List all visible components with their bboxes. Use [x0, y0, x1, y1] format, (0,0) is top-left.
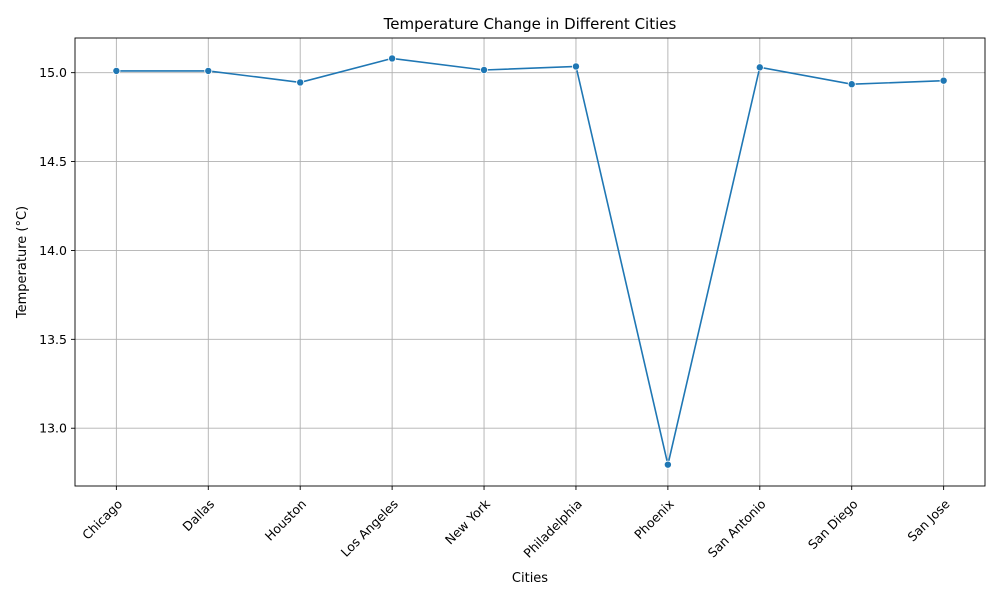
y-tick-label: 15.0 [39, 65, 67, 80]
x-tick-label: Phoenix [631, 496, 677, 542]
data-point [480, 66, 489, 75]
data-point [847, 80, 856, 89]
data-point [571, 62, 580, 71]
y-tick-label: 14.0 [39, 243, 67, 258]
grid [75, 38, 985, 486]
x-tick-label: Philadelphia [520, 496, 584, 560]
y-axis-label: Temperature (°C) [15, 206, 30, 319]
x-axis: Chicago Dallas Houston Los Angeles New York P… [79, 486, 953, 561]
data-point [388, 54, 397, 63]
y-tick-label: 14.5 [39, 154, 67, 169]
data-point [939, 76, 948, 85]
y-tick-label: 13.5 [39, 332, 67, 347]
data-point [204, 66, 213, 75]
y-tick-label: 13.0 [39, 421, 67, 436]
x-tick-label: Chicago [79, 496, 125, 542]
chart-title: Temperature Change in Different Cities [383, 15, 677, 33]
x-tick-label: Los Angeles [338, 496, 401, 559]
x-tick-label: Houston [262, 496, 309, 543]
x-tick-label: San Jose [904, 496, 952, 544]
x-tick-label: New York [442, 496, 494, 548]
series [112, 54, 948, 469]
y-axis: 13.0 13.5 14.0 14.5 15.0 [39, 65, 75, 436]
x-tick-label: San Antonio [705, 496, 769, 560]
plot-frame [74, 37, 986, 487]
x-tick-label: San Diego [805, 496, 861, 552]
data-point [663, 460, 672, 469]
data-point [755, 63, 764, 72]
data-point [112, 66, 121, 75]
series-line [116, 57, 944, 465]
x-axis-label: Cities [512, 571, 548, 586]
data-point [296, 78, 305, 87]
x-tick-label: Dallas [179, 496, 217, 534]
